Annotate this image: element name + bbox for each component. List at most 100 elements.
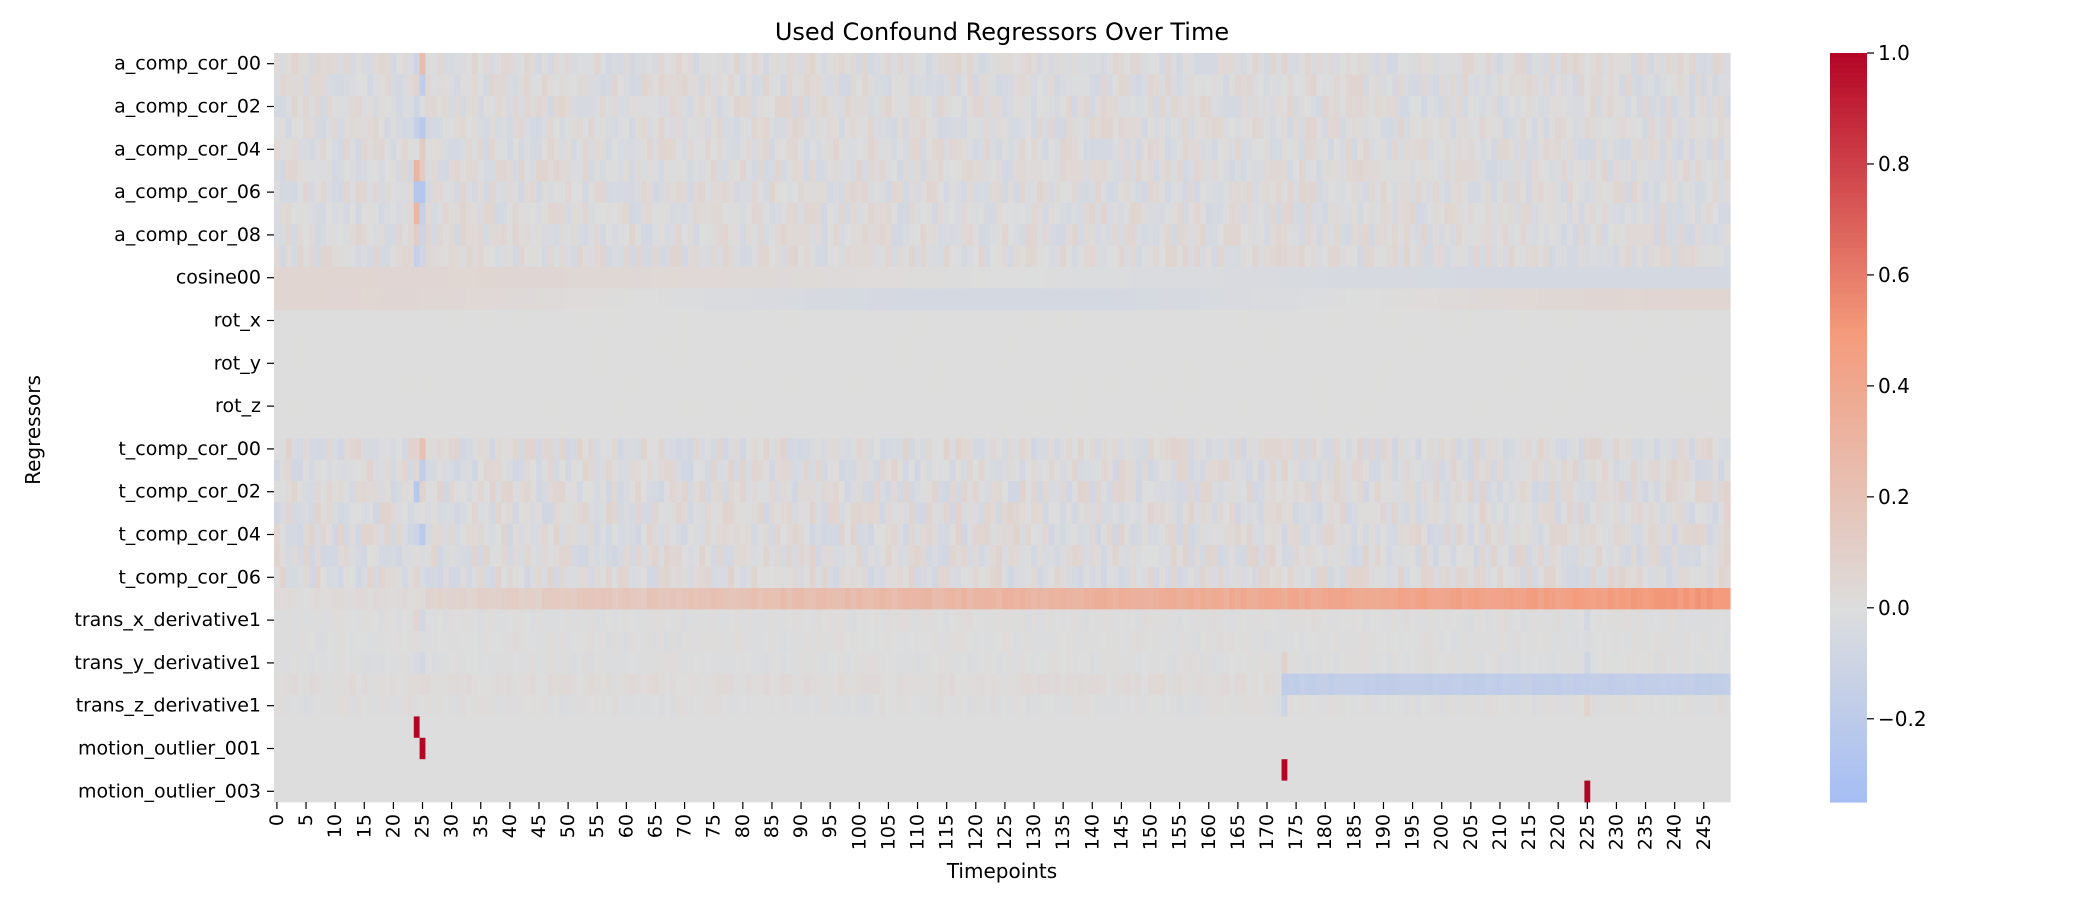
heatmap-cell: [623, 74, 630, 97]
heatmap-cell: [751, 202, 758, 225]
heatmap-cell: [734, 288, 741, 311]
heatmap-cell: [879, 267, 887, 289]
heatmap-cell: [536, 438, 543, 460]
heatmap-cell: [320, 416, 328, 439]
heatmap-cell: [1170, 267, 1178, 289]
heatmap-cell: [937, 95, 945, 118]
heatmap-cell: [675, 224, 683, 246]
heatmap-cell: [739, 202, 747, 225]
heatmap-cell: [1537, 74, 1545, 97]
heatmap-cell: [739, 331, 747, 353]
heatmap-cell: [1281, 374, 1288, 396]
heatmap-cell: [792, 117, 799, 139]
heatmap-cell: [1683, 74, 1690, 97]
heatmap-row-cosine01: [274, 288, 1731, 311]
heatmap-cell: [559, 181, 566, 204]
heatmap-cell: [920, 74, 927, 97]
heatmap-cell: [489, 331, 496, 353]
heatmap-cell: [984, 74, 991, 97]
heatmap-cell: [1613, 160, 1620, 182]
heatmap-cell: [594, 288, 601, 311]
heatmap-cell: [1526, 95, 1533, 118]
heatmap-cell: [1328, 309, 1335, 332]
heatmap-cell: [495, 438, 502, 460]
heatmap-cell: [769, 95, 776, 118]
heatmap-cell: [576, 309, 584, 332]
heatmap-cell: [1625, 288, 1632, 311]
heatmap-cell: [996, 224, 1003, 246]
heatmap-cell: [1071, 181, 1079, 204]
heatmap-cell: [961, 459, 968, 482]
heatmap-cell: [1229, 74, 1236, 97]
heatmap-cell: [1712, 95, 1719, 118]
heatmap-cell: [547, 459, 555, 482]
heatmap-cell: [1304, 309, 1312, 332]
heatmap-cell: [518, 245, 526, 268]
heatmap-cell: [530, 95, 537, 118]
heatmap-cell: [862, 138, 869, 161]
heatmap-cell: [384, 459, 392, 482]
heatmap-cell: [623, 53, 630, 75]
heatmap-cell: [448, 331, 456, 353]
heatmap-cell: [1287, 74, 1294, 97]
heatmap-cell: [1223, 224, 1230, 246]
heatmap-cell: [1392, 53, 1399, 75]
heatmap-cell: [1625, 224, 1632, 246]
heatmap-cell: [990, 309, 997, 332]
heatmap-cell: [1636, 309, 1644, 332]
heatmap-cell: [780, 138, 788, 161]
heatmap-cell: [1223, 331, 1230, 353]
heatmap-cell: [407, 95, 415, 118]
heatmap-cell: [1398, 53, 1405, 75]
heatmap-cell: [908, 309, 916, 332]
heatmap-cell: [1281, 245, 1288, 268]
heatmap-cell: [1630, 202, 1638, 225]
heatmap-cell: [495, 202, 502, 225]
heatmap-cell: [1689, 309, 1696, 332]
heatmap-cell: [1293, 395, 1300, 418]
heatmap-cell: [984, 53, 991, 75]
heatmap-cell: [739, 288, 747, 311]
heatmap-cell: [728, 395, 735, 418]
heatmap-cell: [891, 202, 898, 225]
heatmap-cell: [1019, 74, 1026, 97]
heatmap-cell: [442, 202, 450, 225]
heatmap-cell: [809, 74, 817, 97]
heatmap-cell: [809, 288, 817, 311]
heatmap-cell: [274, 74, 281, 97]
heatmap-cell: [739, 160, 747, 182]
heatmap-cell: [809, 309, 817, 332]
heatmap-cell: [355, 288, 362, 311]
heatmap-cell: [769, 416, 776, 439]
heatmap-cell: [1299, 95, 1306, 118]
heatmap-cell: [1537, 395, 1545, 418]
heatmap-cell: [716, 224, 724, 246]
heatmap-cell: [1031, 267, 1038, 289]
heatmap-cell: [1549, 459, 1556, 482]
heatmap-cell: [1339, 224, 1347, 246]
heatmap-cell: [571, 459, 578, 482]
heatmap-cell: [792, 181, 799, 204]
heatmap-cell: [1712, 309, 1719, 332]
heatmap-cell: [996, 374, 1003, 396]
heatmap-cell: [769, 181, 776, 204]
heatmap-cell: [1071, 288, 1079, 311]
heatmap-cell: [1467, 395, 1475, 418]
heatmap-cell: [734, 309, 741, 332]
heatmap-cell: [431, 288, 438, 311]
heatmap-cell: [1153, 438, 1160, 460]
heatmap-cell: [1386, 53, 1393, 75]
heatmap-cell: [600, 160, 607, 182]
heatmap-cell: [431, 395, 438, 418]
heatmap-cell: [396, 74, 403, 97]
heatmap-cell: [1712, 288, 1719, 311]
heatmap-cell: [850, 53, 857, 75]
heatmap-cell: [1555, 395, 1562, 418]
heatmap-cell: [675, 95, 683, 118]
heatmap-cell: [1328, 74, 1335, 97]
heatmap-cell: [1095, 395, 1102, 418]
heatmap-cell: [274, 267, 281, 289]
heatmap-cell: [1025, 459, 1032, 482]
heatmap-cell: [1590, 352, 1597, 375]
